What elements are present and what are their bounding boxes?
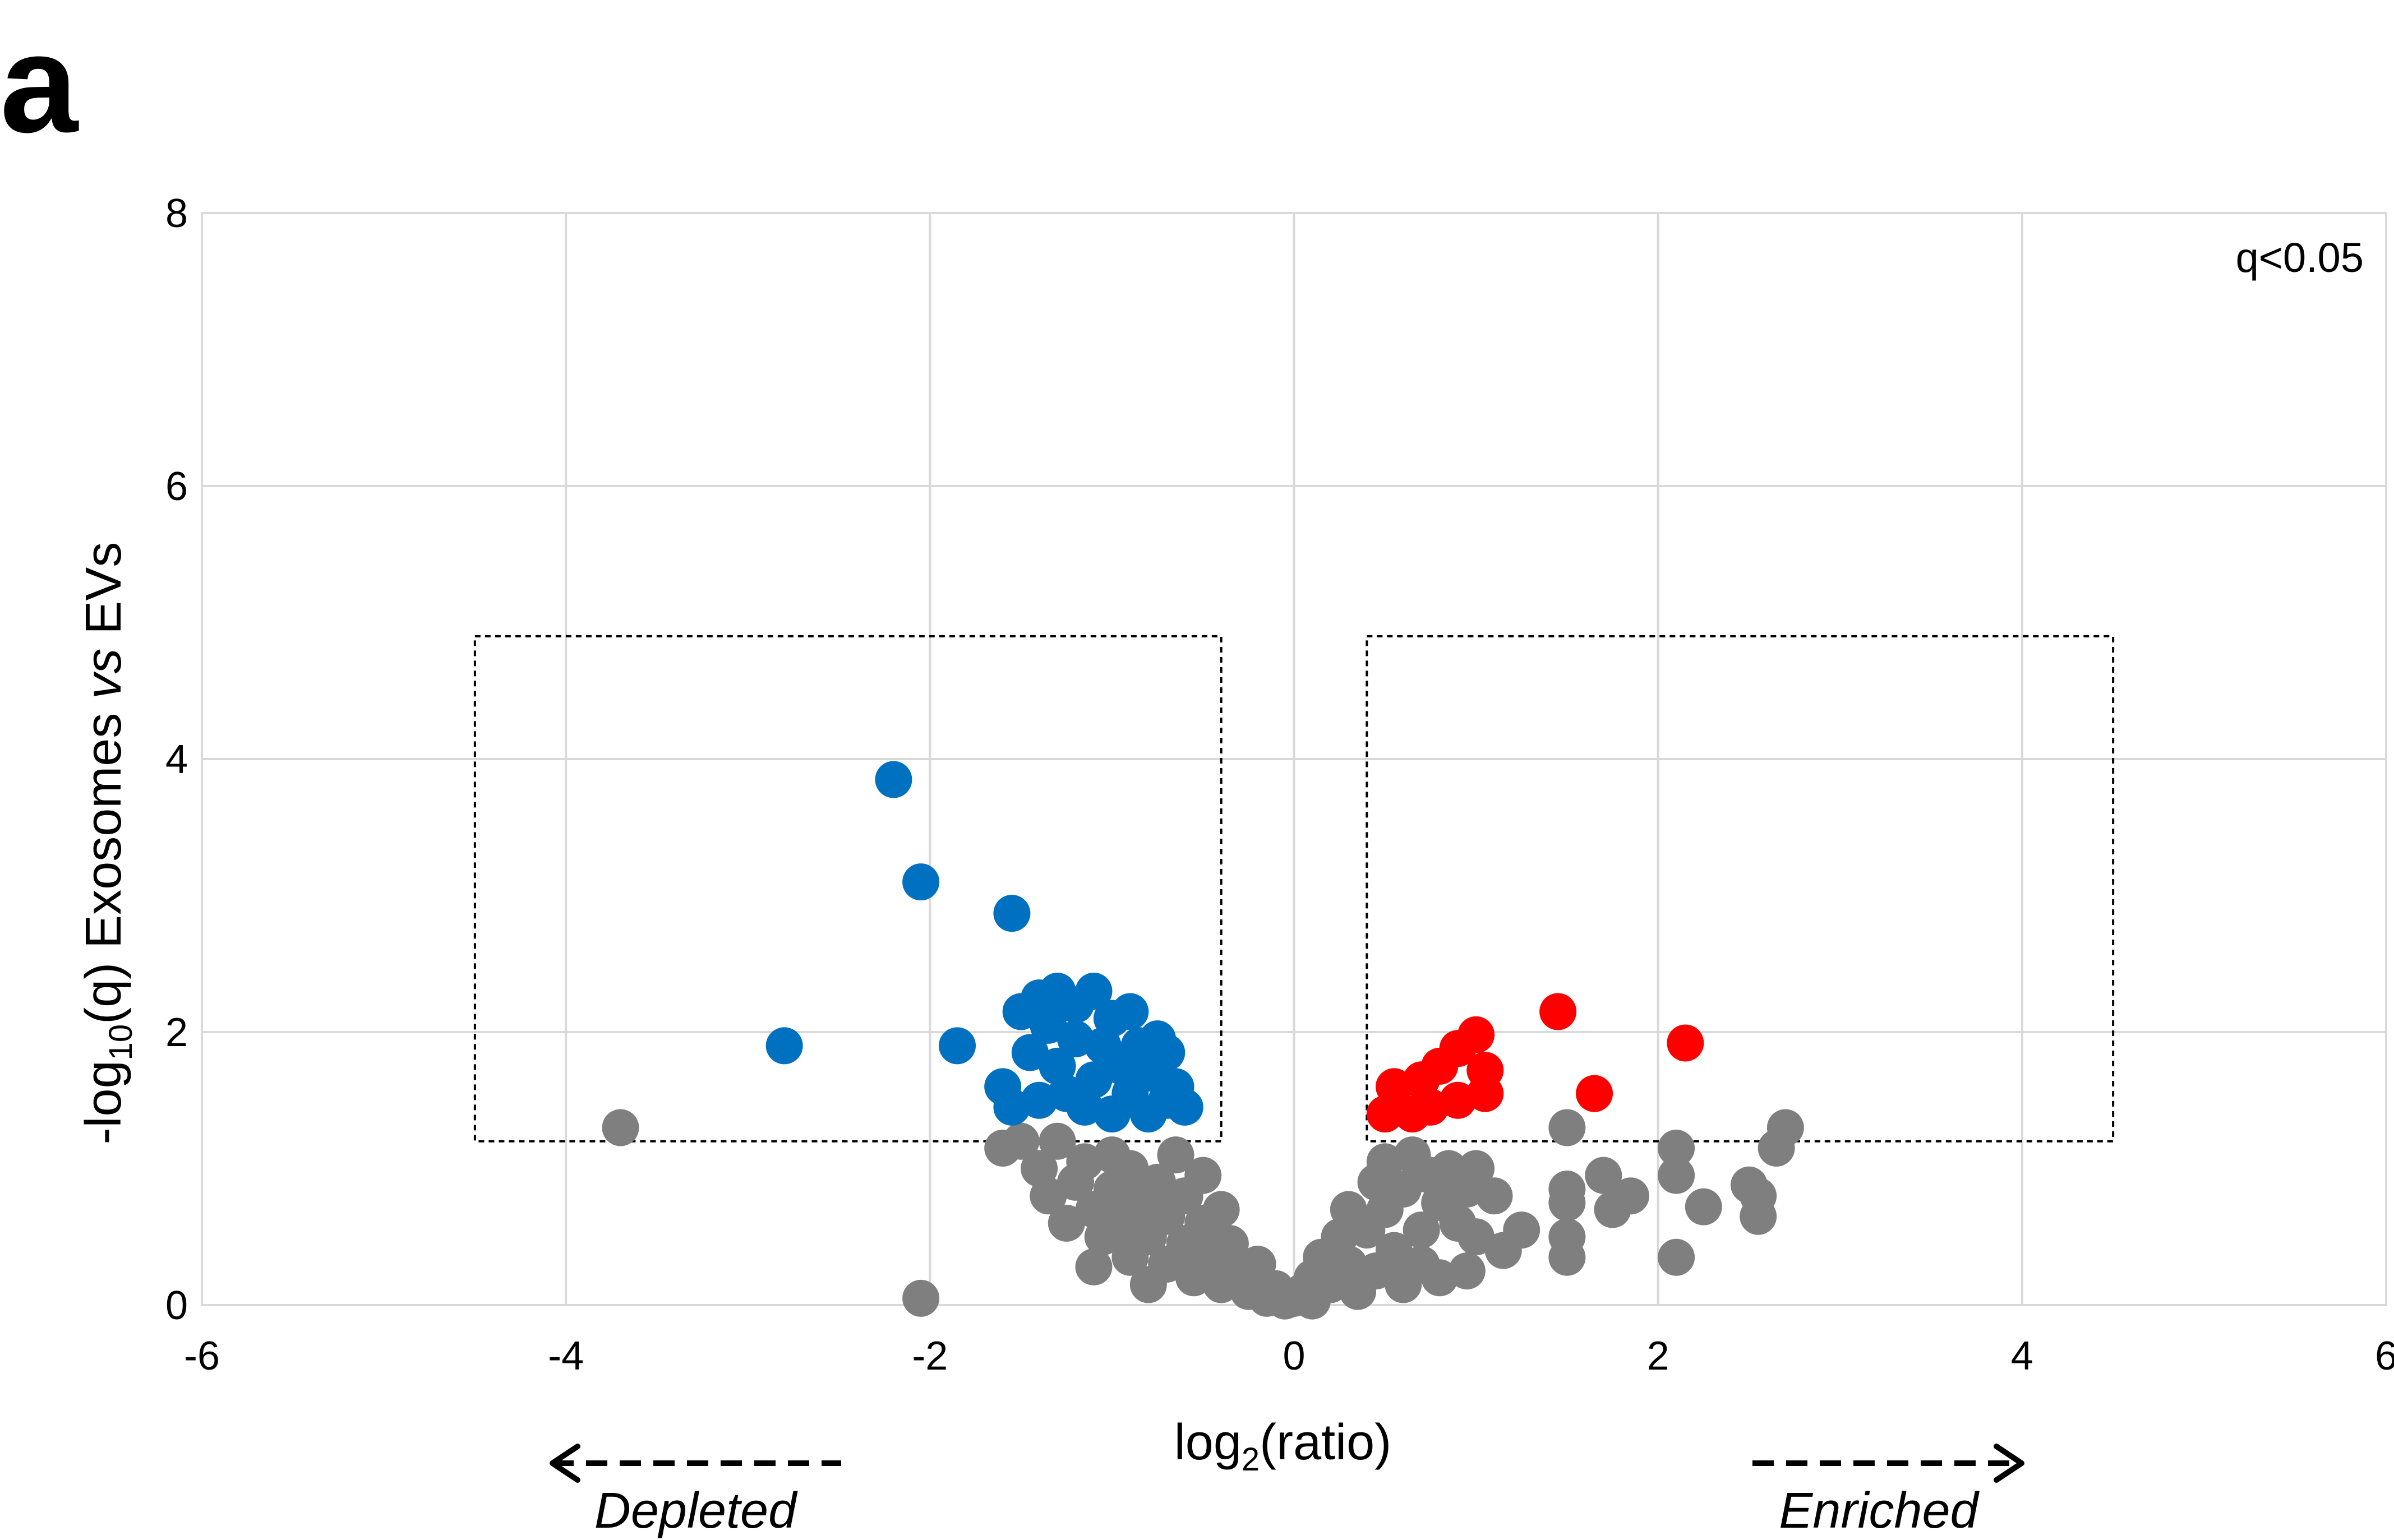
data-point-enriched — [1394, 1095, 1431, 1133]
data-point-depleted — [1166, 1088, 1203, 1126]
y-tick-label: 0 — [165, 1283, 188, 1328]
data-point-not-significant — [1685, 1188, 1722, 1225]
y-axis-title-subscript: 10 — [103, 1024, 139, 1061]
data-point-not-significant — [1548, 1238, 1586, 1276]
data-point-depleted — [1075, 972, 1113, 1010]
y-tick-label: 6 — [165, 464, 188, 509]
data-point-not-significant — [1658, 1238, 1695, 1276]
y-tick-label: 4 — [165, 737, 188, 782]
data-point-enriched — [1576, 1075, 1613, 1112]
data-point-not-significant — [1548, 1184, 1586, 1222]
data-point-not-significant — [1548, 1109, 1586, 1146]
y-tick-label: 8 — [165, 191, 188, 236]
data-point-depleted — [1011, 1034, 1049, 1071]
data-point-not-significant — [1766, 1109, 1804, 1146]
depleted-label: Depleted — [594, 1483, 798, 1539]
data-points — [602, 761, 1804, 1320]
tick-labels: -6 -4 -2 0 2 4 6 0 2 4 6 8 — [165, 191, 2394, 1379]
data-point-not-significant — [1612, 1177, 1649, 1215]
panel-letter: a — [0, 5, 79, 161]
data-point-depleted — [765, 1027, 803, 1065]
data-point-depleted — [1075, 1061, 1113, 1099]
enriched-arrow-icon — [1752, 1444, 2024, 1483]
y-axis-title-middle: (q) Exosomes — [76, 699, 132, 1024]
data-point-not-significant — [1740, 1177, 1777, 1215]
data-point-enriched — [1366, 1095, 1404, 1133]
data-point-not-significant — [1039, 1122, 1076, 1160]
data-point-not-significant — [1157, 1136, 1194, 1174]
x-tick-label: -4 — [548, 1334, 584, 1379]
x-tick-label: -6 — [184, 1334, 220, 1379]
data-point-not-significant — [1202, 1191, 1240, 1228]
data-point-depleted — [1111, 993, 1149, 1030]
x-axis-title: log2(ratio) — [1174, 1414, 1391, 1478]
data-point-depleted — [902, 863, 940, 901]
data-point-not-significant — [1376, 1232, 1413, 1269]
x-tick-label: 2 — [1647, 1334, 1669, 1379]
data-point-not-significant — [1184, 1157, 1222, 1194]
enriched-label: Enriched — [1779, 1483, 1980, 1539]
data-point-not-significant — [1048, 1204, 1085, 1242]
data-point-not-significant — [1585, 1157, 1622, 1194]
data-point-not-significant — [1403, 1211, 1440, 1249]
data-point-not-significant — [1457, 1150, 1495, 1187]
y-axis-title-italic: vs — [76, 649, 132, 699]
data-point-not-significant — [1475, 1177, 1513, 1215]
data-point-depleted — [939, 1027, 976, 1065]
data-point-depleted — [1030, 1006, 1067, 1044]
data-point-not-significant — [1030, 1177, 1067, 1215]
x-axis-title-subscript: 2 — [1242, 1441, 1260, 1478]
data-point-not-significant — [1658, 1157, 1695, 1194]
x-axis-title-main: log — [1174, 1414, 1242, 1470]
y-axis-title-suffix: EVs — [76, 542, 132, 649]
data-point-not-significant — [1503, 1211, 1540, 1249]
x-tick-label: 0 — [1283, 1334, 1305, 1379]
data-point-enriched — [1667, 1024, 1704, 1062]
depleted-arrow-icon — [550, 1444, 841, 1483]
data-point-enriched — [1539, 993, 1577, 1030]
data-point-not-significant — [1457, 1218, 1495, 1256]
data-point-depleted — [993, 895, 1031, 932]
data-point-not-significant — [602, 1109, 639, 1146]
data-point-depleted — [875, 761, 912, 798]
data-point-not-significant — [1139, 1163, 1177, 1201]
data-point-depleted — [1148, 1034, 1186, 1071]
data-point-not-significant — [1002, 1122, 1040, 1160]
data-point-not-significant — [1658, 1129, 1695, 1167]
data-point-not-significant — [902, 1279, 940, 1317]
data-point-not-significant — [1448, 1252, 1486, 1290]
data-point-enriched — [1439, 1081, 1477, 1119]
threshold-annotation: q<0.05 — [2236, 234, 2364, 281]
data-point-not-significant — [1385, 1171, 1422, 1208]
x-tick-label: 6 — [2375, 1334, 2394, 1379]
y-tick-label: 2 — [165, 1010, 188, 1055]
y-axis-title: -log10(q) Exosomes vs EVs — [76, 542, 139, 1145]
x-tick-label: -2 — [912, 1334, 948, 1379]
x-axis-title-suffix: (ratio) — [1260, 1414, 1391, 1470]
data-point-not-significant — [1111, 1150, 1149, 1187]
data-point-not-significant — [1075, 1248, 1113, 1285]
y-axis-title-main: -log — [76, 1060, 132, 1144]
x-tick-label: 4 — [2011, 1334, 2033, 1379]
